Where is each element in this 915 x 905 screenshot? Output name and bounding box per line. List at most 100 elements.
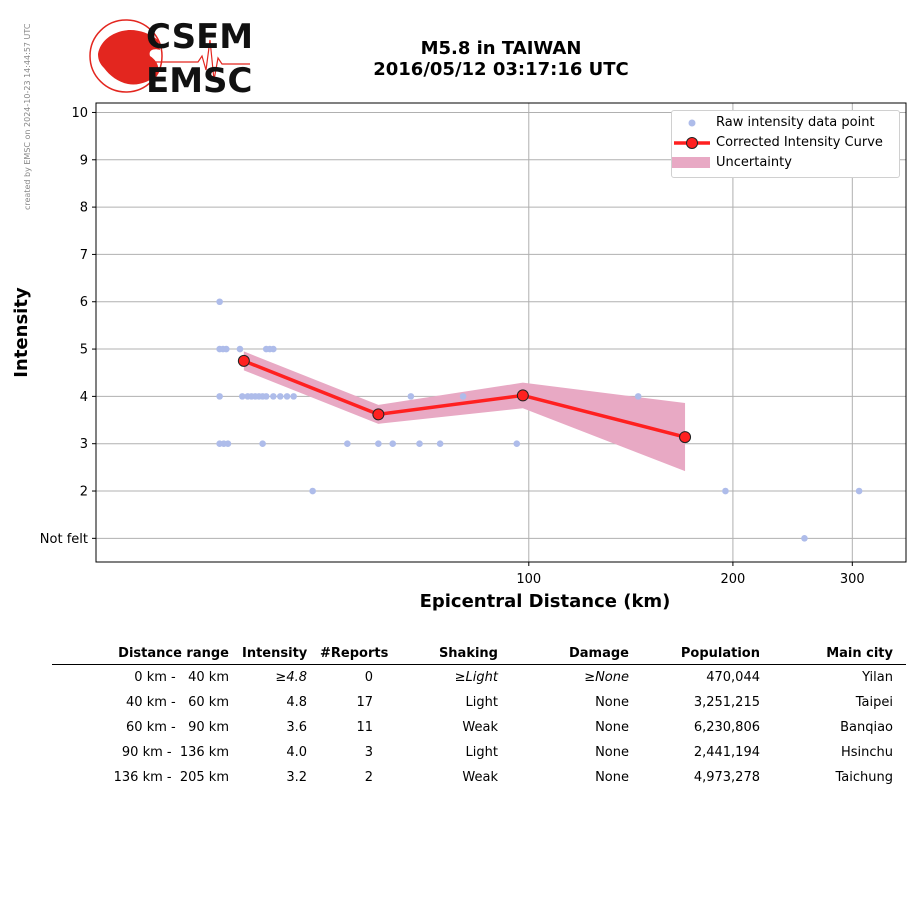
table-cell-damage: None [595,770,629,785]
table-cell-reports: 3 [364,745,373,760]
legend-label-curve: Corrected Intensity Curve [716,135,883,150]
table-cell-city: Banqiao [840,720,893,735]
intensity-summary-table: Distance range Intensity #Reports Shaking Da… [52,642,906,790]
raw-data-point [513,440,521,448]
table-cell-city: Taipei [855,695,893,710]
table-cell-intensity: ≥4.8 [275,670,307,685]
intensity-chart: Not felt 2 3 4 5 6 7 8 9 10 100 200 300 Epicentral Di… [11,102,907,612]
raw-data-point [236,345,244,353]
table-cell-city: Taichung [835,770,893,785]
table-cell-reports: 17 [356,695,373,710]
raw-data-point [389,440,397,448]
table-header-cell: Shaking [386,642,511,665]
y-tick-label: 6 [80,295,88,310]
logo-globe-icon [89,19,163,93]
curve-point [516,389,529,402]
legend-label-uncertainty: Uncertainty [716,155,792,170]
table-cell-city: Yilan [862,670,893,685]
raw-data-point [239,393,246,400]
logo-bottom-text: EMSC [146,61,253,98]
raw-data-point [416,440,423,448]
y-tick-label: 7 [80,248,88,263]
curve-point [237,354,250,367]
table-cell-city: Hsinchu [840,745,893,760]
y-tick-label: Not felt [40,532,88,547]
table-cell-range: 60 km - 90 km [121,720,229,735]
y-axis-label: Intensity [11,287,32,378]
corrected-intensity-curve [243,359,686,439]
table-cell-population: 3,251,215 [693,695,760,710]
table-cell-intensity: 3.2 [286,770,307,785]
logo-top-text: CSEM [146,17,253,57]
raw-data-point [216,298,223,306]
table-cell-shaking: ≥Light [454,670,498,685]
table-cell-reports: 2 [364,770,373,785]
watermark: created by EMSC on 2024-10-23 14:44:57 U… [23,23,32,210]
table-cell-shaking: Light [465,695,498,710]
table-header-cell: Distance range [52,642,242,665]
raw-data-point [222,345,230,353]
raw-data-point [216,393,223,400]
legend-item-raw: Raw intensity data point [672,113,899,133]
table-header-row: Distance range Intensity #Reports Shaking Da… [52,642,906,665]
csem-emsc-logo: CSEM EMSC [89,17,253,98]
table-cell-population: 470,044 [706,670,760,685]
y-tick-label: 9 [80,153,88,168]
raw-data-point [722,487,729,495]
y-tick-label: 2 [80,485,88,500]
raw-data-point [262,393,270,400]
table-cell-population: 4,973,278 [693,770,760,785]
chart-title-line1: M5.8 in TAIWAN [420,38,582,59]
table-header-cell: #Reports [320,642,388,665]
table-cell-range: 40 km - 60 km [121,695,229,710]
raw-data-point [276,393,284,400]
raw-data-point [407,393,415,400]
table-row: 60 km - 90 km 3.6 11 Weak None 6,230,806 Banqi… [52,715,906,740]
chart-title-line2: 2016/05/12 03:17:16 UTC [373,59,629,80]
table-cell-population: 6,230,806 [693,720,760,735]
table-header-cell: Damage [511,642,642,665]
raw-data-point [436,440,444,448]
uncertainty-band [243,351,686,472]
table-cell-damage: ≥None [584,670,629,685]
table-cell-shaking: Weak [462,770,498,785]
table-cell-shaking: Weak [462,720,498,735]
plot-frame [95,102,907,563]
curve-point [679,431,692,444]
table-body: 0 km - 40 km ≥4.8 0 ≥Light ≥None 470,044 Yilan… [52,665,906,791]
legend-item-uncertainty: Uncertainty [672,153,899,173]
x-tick-label: 300 [840,572,865,587]
raw-data-point [344,440,351,448]
raw-data-point [224,440,232,448]
table-row: 40 km - 60 km 4.8 17 Light None 3,251,215 Taip… [52,690,906,715]
table-cell-population: 2,441,194 [693,745,760,760]
table-cell-range: 136 km - 205 km [113,770,229,785]
table-cell-damage: None [595,695,629,710]
table-cell-range: 90 km - 136 km [117,745,229,760]
table-cell-damage: None [595,745,629,760]
watermark-text: created by EMSC on 2024-10-23 14:44:57 U… [23,23,32,210]
chart-legend: Raw intensity data point Corrected Inten… [671,110,900,178]
raw-data-point [270,393,277,400]
table-cell-range: 0 km - 40 km [126,670,229,685]
x-tick-label: 200 [720,572,745,587]
raw-data-point [634,393,642,400]
y-tick-label: 10 [71,106,88,121]
table-cell-intensity: 4.0 [286,745,307,760]
legend-uncertainty-symbol [672,157,710,168]
raw-data-point [309,487,316,495]
table-row: 0 km - 40 km ≥4.8 0 ≥Light ≥None 470,044 Yilan [52,665,906,691]
raw-data-point [259,440,266,448]
legend-label-raw: Raw intensity data point [716,115,875,130]
y-tick-label: 3 [80,437,88,452]
curve-point [372,408,385,421]
table-header-cell: Main city [773,642,906,665]
table-header-cell: Population [642,642,773,665]
table-header-cell: Intensity [242,642,320,665]
x-tick-label: 100 [516,572,541,587]
y-tick-label: 4 [80,390,88,405]
raw-data-point [375,440,382,448]
x-axis-label: Epicentral Distance (km) [420,591,671,612]
raw-data-point [270,345,277,353]
y-tick-label: 8 [80,201,88,216]
